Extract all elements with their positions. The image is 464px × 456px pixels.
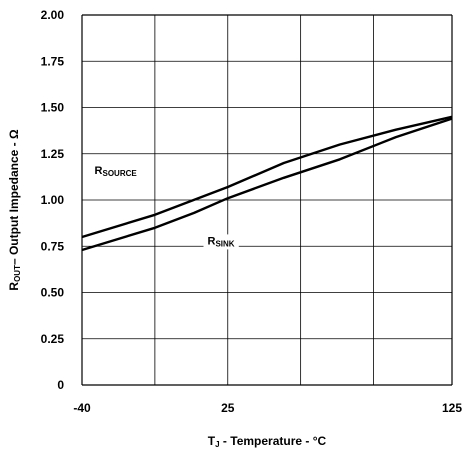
x-tick-label: 25 (221, 401, 235, 415)
y-axis-title-main: R (7, 282, 21, 291)
y-tick-label: 0 (57, 378, 64, 392)
annotation-main: R (95, 165, 103, 177)
y-tick-label: 1.75 (41, 54, 65, 68)
series-group (81, 115, 453, 252)
grid (81, 14, 453, 386)
y-tick-label: 1.50 (41, 101, 65, 115)
annotation-sub: SINK (215, 239, 234, 248)
x-tick-label: -40 (73, 401, 91, 415)
x-axis-title-rest: - Temperature - °C (220, 434, 327, 448)
annotation-r-sink: RSINK (203, 234, 239, 250)
y-tick-label: 1.25 (41, 147, 65, 161)
y-tick-label: 2.00 (41, 8, 65, 22)
y-tick-label: 0.50 (41, 286, 65, 300)
y-tick-labels: 0 0.25 0.50 0.75 1.00 1.25 1.50 1.75 2.00 (41, 8, 65, 392)
annotation-sub: SOURCE (102, 169, 137, 178)
series-line-r-sink (81, 117, 453, 252)
x-axis-title-sub: J (215, 440, 219, 449)
annotation-r-source: RSOURCE (90, 164, 142, 180)
annotation-label: RSINK (207, 235, 234, 248)
x-axis-title-main: T (208, 434, 216, 448)
x-tick-label: 125 (442, 401, 462, 415)
y-tick-label: 0.25 (41, 332, 65, 346)
y-tick-label: 0.75 (41, 239, 65, 253)
y-axis-title: ROUT– Output Impedance - Ω (7, 129, 22, 291)
x-tick-labels: -40 25 125 (73, 401, 462, 415)
series-line-r-source (81, 115, 453, 239)
y-tick-label: 1.00 (41, 193, 65, 207)
y-axis-title-rest: – Output Impedance - Ω (7, 129, 21, 265)
annotation-bg (90, 164, 142, 180)
annotation-bg (203, 234, 239, 250)
y-axis-title-sub: OUT (13, 265, 22, 282)
annotation-label: RSOURCE (95, 165, 138, 178)
x-axis-title: TJ - Temperature - °C (208, 434, 327, 449)
annotation-main: R (207, 235, 215, 247)
